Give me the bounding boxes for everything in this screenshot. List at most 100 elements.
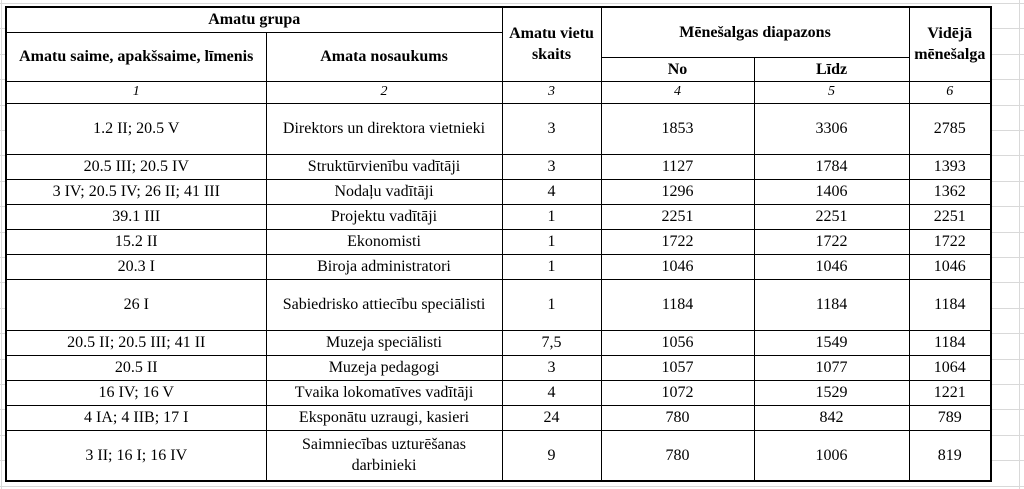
cell-salary-to: 1549 [753, 329, 910, 356]
table-row: 20.3 I Biroja administratori 1 1046 1046… [5, 253, 992, 280]
table-row: 3 II; 16 I; 16 IV Saimniecības uzturēšan… [5, 429, 992, 482]
cell-position-count: 7,5 [501, 329, 602, 356]
table-row: 15.2 II Ekonomisti 1 1722 1722 1722 [5, 228, 992, 255]
cell-family: 16 IV; 16 V [5, 379, 267, 406]
cell-salary-average: 1221 [908, 379, 992, 406]
header-amatu-vietu-skaits: Amatu vietu skaits [501, 6, 602, 82]
cell-position-count: 1 [501, 253, 602, 280]
table-row: 20.5 III; 20.5 IV Struktūrvienību vadītā… [5, 153, 992, 180]
cell-salary-from: 1127 [600, 153, 755, 180]
cell-position-title: Muzeja speciālisti [265, 329, 503, 356]
cell-family: 20.5 II; 20.5 III; 41 II [5, 329, 267, 356]
cell-position-title: Eksponātu uzraugi, kasieri [265, 404, 503, 431]
cell-salary-average: 1184 [908, 329, 992, 356]
table-row: 4 IA; 4 IIB; 17 I Eksponātu uzraugi, kas… [5, 404, 992, 431]
table-row: 3 IV; 20.5 IV; 26 II; 41 III Nodaļu vadī… [5, 178, 992, 205]
cell-position-count: 3 [501, 153, 602, 180]
table-row: 16 IV; 16 V Tvaika lokomatīves vadītāji … [5, 379, 992, 406]
column-number-2: 2 [265, 80, 503, 104]
cell-salary-to: 1006 [753, 429, 910, 482]
cell-position-count: 1 [501, 228, 602, 255]
cell-family: 39.1 III [5, 203, 267, 230]
column-number-4: 4 [600, 80, 755, 104]
cell-position-title: Sabiedrisko attiecību speciālisti [265, 278, 503, 331]
table-row: 1.2 II; 20.5 V Direktors un direktora vi… [5, 102, 992, 155]
cell-salary-from: 1722 [600, 228, 755, 255]
table-row: 26 I Sabiedrisko attiecību speciālisti 1… [5, 278, 992, 331]
header-row-column-numbers: 1 2 3 4 5 6 [5, 80, 992, 104]
gridline-vertical [1, 0, 2, 489]
cell-salary-to: 1077 [753, 354, 910, 381]
gridline-vertical [1019, 0, 1020, 489]
cell-salary-average: 1393 [908, 153, 992, 180]
table-row: 39.1 III Projektu vadītāji 1 2251 2251 2… [5, 203, 992, 230]
cell-salary-to: 2251 [753, 203, 910, 230]
cell-position-count: 4 [501, 379, 602, 406]
header-menesalgas-diapazons: Mēnešalgas diapazons [600, 6, 910, 58]
cell-salary-to: 3306 [753, 102, 910, 155]
cell-position-title: Direktors un direktora vietnieki [265, 102, 503, 155]
cell-salary-from: 2251 [600, 203, 755, 230]
header-row-range: No Līdz [6, 56, 991, 82]
cell-salary-average: 1046 [908, 253, 992, 280]
header-no: No [600, 56, 755, 82]
cell-position-count: 1 [501, 278, 602, 331]
cell-family: 4 IA; 4 IIB; 17 I [5, 404, 267, 431]
header-lidz: Līdz [753, 56, 910, 82]
cell-position-count: 1 [501, 203, 602, 230]
column-number-3: 3 [501, 80, 602, 104]
column-number-6: 6 [908, 80, 992, 104]
column-number-1: 1 [5, 80, 267, 104]
cell-salary-average: 2785 [908, 102, 992, 155]
salary-table: Amatu grupa Amatu vietu skaits Mēnešalga… [5, 6, 993, 483]
cell-salary-average: 789 [908, 404, 992, 431]
cell-salary-from: 780 [600, 429, 755, 482]
header-row-sub: Amatu saime, apakšsaime, līmenis Amata n… [5, 31, 991, 82]
cell-family: 20.5 II [5, 354, 267, 381]
cell-salary-from: 1072 [600, 379, 755, 406]
cell-salary-from: 780 [600, 404, 755, 431]
header-amata-nosaukums: Amata nosaukums [265, 31, 503, 82]
header-amatu-saime: Amatu saime, apakšsaime, līmenis [5, 31, 267, 82]
table-row: 20.5 II Muzeja pedagogi 3 1057 1077 1064 [5, 354, 992, 381]
cell-salary-average: 819 [908, 429, 992, 482]
cell-position-title: Saimniecības uzturēšanas darbinieki [265, 429, 503, 482]
gridline-horizontal [0, 3, 1024, 4]
cell-position-count: 3 [501, 354, 602, 381]
cell-salary-from: 1296 [600, 178, 755, 205]
cell-position-title: Biroja administratori [265, 253, 503, 280]
cell-salary-to: 1184 [753, 278, 910, 331]
cell-family: 26 I [5, 278, 267, 331]
cell-salary-from: 1057 [600, 354, 755, 381]
cell-salary-to: 1529 [753, 379, 910, 406]
cell-family: 20.5 III; 20.5 IV [5, 153, 267, 180]
cell-salary-average: 1362 [908, 178, 992, 205]
cell-salary-to: 1046 [753, 253, 910, 280]
gridline-horizontal [0, 486, 1024, 487]
cell-salary-to: 1406 [753, 178, 910, 205]
cell-salary-to: 1784 [753, 153, 910, 180]
cell-salary-from: 1184 [600, 278, 755, 331]
table-row: 20.5 II; 20.5 III; 41 II Muzeja speciāli… [5, 329, 992, 356]
cell-salary-average: 1184 [908, 278, 992, 331]
cell-position-title: Projektu vadītāji [265, 203, 503, 230]
cell-salary-average: 1722 [908, 228, 992, 255]
cell-position-title: Nodaļu vadītāji [265, 178, 503, 205]
cell-salary-to: 1722 [753, 228, 910, 255]
cell-position-title: Muzeja pedagogi [265, 354, 503, 381]
cell-salary-from: 1046 [600, 253, 755, 280]
header-row-group: Amatu grupa Amatu vietu skaits Mēnešalga… [5, 6, 992, 82]
cell-position-count: 9 [501, 429, 602, 482]
cell-family: 15.2 II [5, 228, 267, 255]
cell-salary-from: 1056 [600, 329, 755, 356]
cell-position-count: 24 [501, 404, 602, 431]
header-amatu-grupa: Amatu grupa [5, 6, 503, 33]
cell-position-title: Struktūrvienību vadītāji [265, 153, 503, 180]
cell-family: 3 IV; 20.5 IV; 26 II; 41 III [5, 178, 267, 205]
cell-position-title: Tvaika lokomatīves vadītāji [265, 379, 503, 406]
cell-family: 3 II; 16 I; 16 IV [5, 429, 267, 482]
cell-salary-average: 2251 [908, 203, 992, 230]
cell-position-title: Ekonomisti [265, 228, 503, 255]
cell-family: 20.3 I [5, 253, 267, 280]
